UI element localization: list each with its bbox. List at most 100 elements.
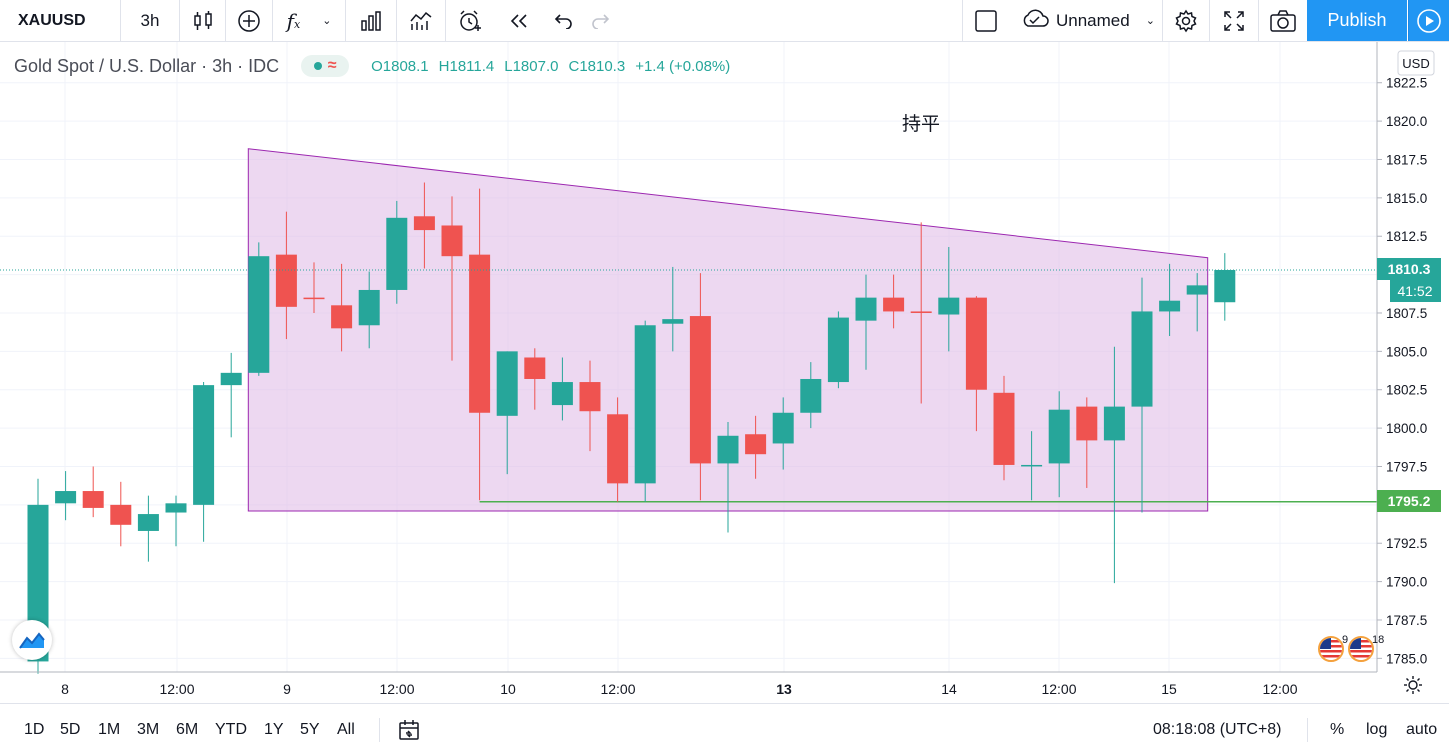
candle-body: [469, 254, 491, 413]
candle: [938, 246, 960, 352]
us-flag-icon: [1318, 636, 1344, 662]
toolbar-divider: [272, 0, 273, 41]
toolbar-divider: [225, 0, 226, 41]
replay-icon[interactable]: [498, 0, 540, 41]
candle-body: [717, 435, 739, 464]
range-3m-button[interactable]: 3M: [137, 720, 160, 738]
change-value: +1.4 (+0.08%): [635, 57, 731, 75]
candle: [883, 274, 905, 329]
layout-menu-button[interactable]: Unnamed ⌄: [1012, 0, 1162, 41]
event-flag[interactable]: 18: [1348, 634, 1384, 662]
candle-body: [745, 434, 767, 455]
range-all-button[interactable]: All: [337, 720, 355, 738]
symbol-search-button[interactable]: XAUUSD: [18, 11, 86, 29]
tradingview-logo-icon[interactable]: [12, 620, 52, 660]
candles-icon[interactable]: [180, 0, 225, 41]
toolbar-divider: [120, 0, 121, 41]
interval-button[interactable]: 3h: [140, 10, 160, 30]
expand-icon[interactable]: [1210, 0, 1258, 41]
range-1d-button[interactable]: 1D: [24, 720, 45, 738]
chart-annotation-text[interactable]: 持平: [902, 113, 940, 135]
alert-clock-icon[interactable]: [446, 0, 494, 41]
candle-body: [938, 297, 960, 315]
toolbar-divider: [179, 0, 180, 41]
range-5d-button[interactable]: 5D: [60, 720, 81, 738]
range-1m-button[interactable]: 1M: [98, 720, 121, 738]
camera-icon[interactable]: [1259, 0, 1307, 41]
price-tick-label: 1797.5: [1386, 459, 1427, 474]
candle: [469, 188, 491, 501]
candle: [1048, 391, 1070, 498]
candle: [1159, 263, 1181, 337]
templates-icon[interactable]: [397, 0, 445, 41]
candle-body: [1103, 406, 1125, 441]
candle: [607, 397, 629, 502]
range-5y-button[interactable]: 5Y: [300, 720, 320, 738]
close-value: C1810.3: [568, 57, 626, 75]
chart-area[interactable]: 1822.51820.01817.51815.01812.51810.01807…: [0, 42, 1449, 703]
toolbar-divider: [345, 0, 346, 41]
bottom-divider: [379, 718, 380, 742]
price-tick-label: 1822.5: [1386, 76, 1427, 91]
market-status-pill[interactable]: ≈: [301, 55, 350, 77]
candles-layer: [27, 182, 1236, 674]
event-flag[interactable]: 9: [1318, 634, 1348, 662]
candle-body: [551, 382, 573, 406]
log-scale-toggle[interactable]: log: [1366, 720, 1388, 738]
chevron-down-icon: ⌄: [322, 15, 332, 27]
play-icon[interactable]: [1408, 0, 1449, 41]
candle: [386, 200, 408, 304]
hline-price-label: 1795.2: [1388, 493, 1431, 509]
candle: [965, 296, 987, 432]
candle: [1021, 431, 1043, 501]
redo-icon[interactable]: [582, 0, 618, 41]
candle: [579, 360, 601, 452]
financials-icon[interactable]: [346, 0, 396, 41]
candle-body: [55, 491, 77, 504]
range-ytd-button[interactable]: YTD: [215, 720, 247, 738]
last-price-badge: [1377, 258, 1441, 280]
candle-body: [193, 385, 215, 505]
layout-name: Unnamed: [1056, 10, 1130, 30]
gear-icon[interactable]: [1163, 0, 1209, 41]
auto-scale-toggle[interactable]: auto: [1406, 720, 1438, 738]
countdown-badge: [1390, 280, 1441, 302]
price-tick-label: 1807.5: [1386, 306, 1427, 321]
publish-button[interactable]: Publish: [1307, 0, 1407, 41]
price-axis[interactable]: [1377, 42, 1449, 703]
open-value: O1808.1: [371, 57, 429, 75]
percent-scale-toggle[interactable]: %: [1330, 720, 1345, 738]
undo-icon[interactable]: [544, 0, 584, 41]
indicators-button[interactable]: fx ⌄: [273, 0, 345, 41]
candle-body: [137, 514, 159, 531]
fullscreen-square-icon[interactable]: [963, 0, 1009, 41]
event-count-badge: 18: [1372, 634, 1385, 646]
bottom-toolbar: 1D 5D 1M 3M 6M YTD 1Y 5Y All 08:18:08 (U…: [0, 703, 1449, 755]
candle: [524, 348, 546, 410]
compare-add-icon[interactable]: [226, 0, 272, 41]
series-title[interactable]: Gold Spot / U.S. Dollar · 3h · IDC: [14, 55, 280, 76]
candle: [1103, 346, 1125, 584]
candle: [1131, 277, 1153, 513]
range-1y-button[interactable]: 1Y: [264, 720, 284, 738]
chart-settings-corner[interactable]: [1377, 672, 1449, 703]
candle: [689, 273, 711, 501]
last-price-label: 1810.3: [1388, 261, 1431, 277]
candle-body: [275, 254, 297, 307]
range-6m-button[interactable]: 6M: [176, 720, 199, 738]
timezone-clock[interactable]: 08:18:08 (UTC+8): [1153, 720, 1282, 738]
candle: [165, 495, 187, 547]
candle: [855, 274, 877, 370]
candle: [745, 415, 767, 479]
goto-date-icon[interactable]: [398, 704, 420, 755]
price-tick-label: 1820.0: [1386, 114, 1427, 129]
candle-body: [524, 357, 546, 379]
currency-badge[interactable]: [1397, 50, 1435, 76]
hline-price-badge: [1377, 490, 1441, 512]
time-tick-label: 12:00: [379, 681, 414, 697]
time-tick-label: 12:00: [1262, 681, 1297, 697]
candle-body: [1048, 409, 1070, 464]
time-ticks: 8 12:00 9 12:00 10 12:00 13 14 12:00 15 12:00: [61, 681, 1298, 697]
toolbar-divider: [1162, 0, 1163, 41]
event-count-badge: 9: [1342, 634, 1349, 646]
